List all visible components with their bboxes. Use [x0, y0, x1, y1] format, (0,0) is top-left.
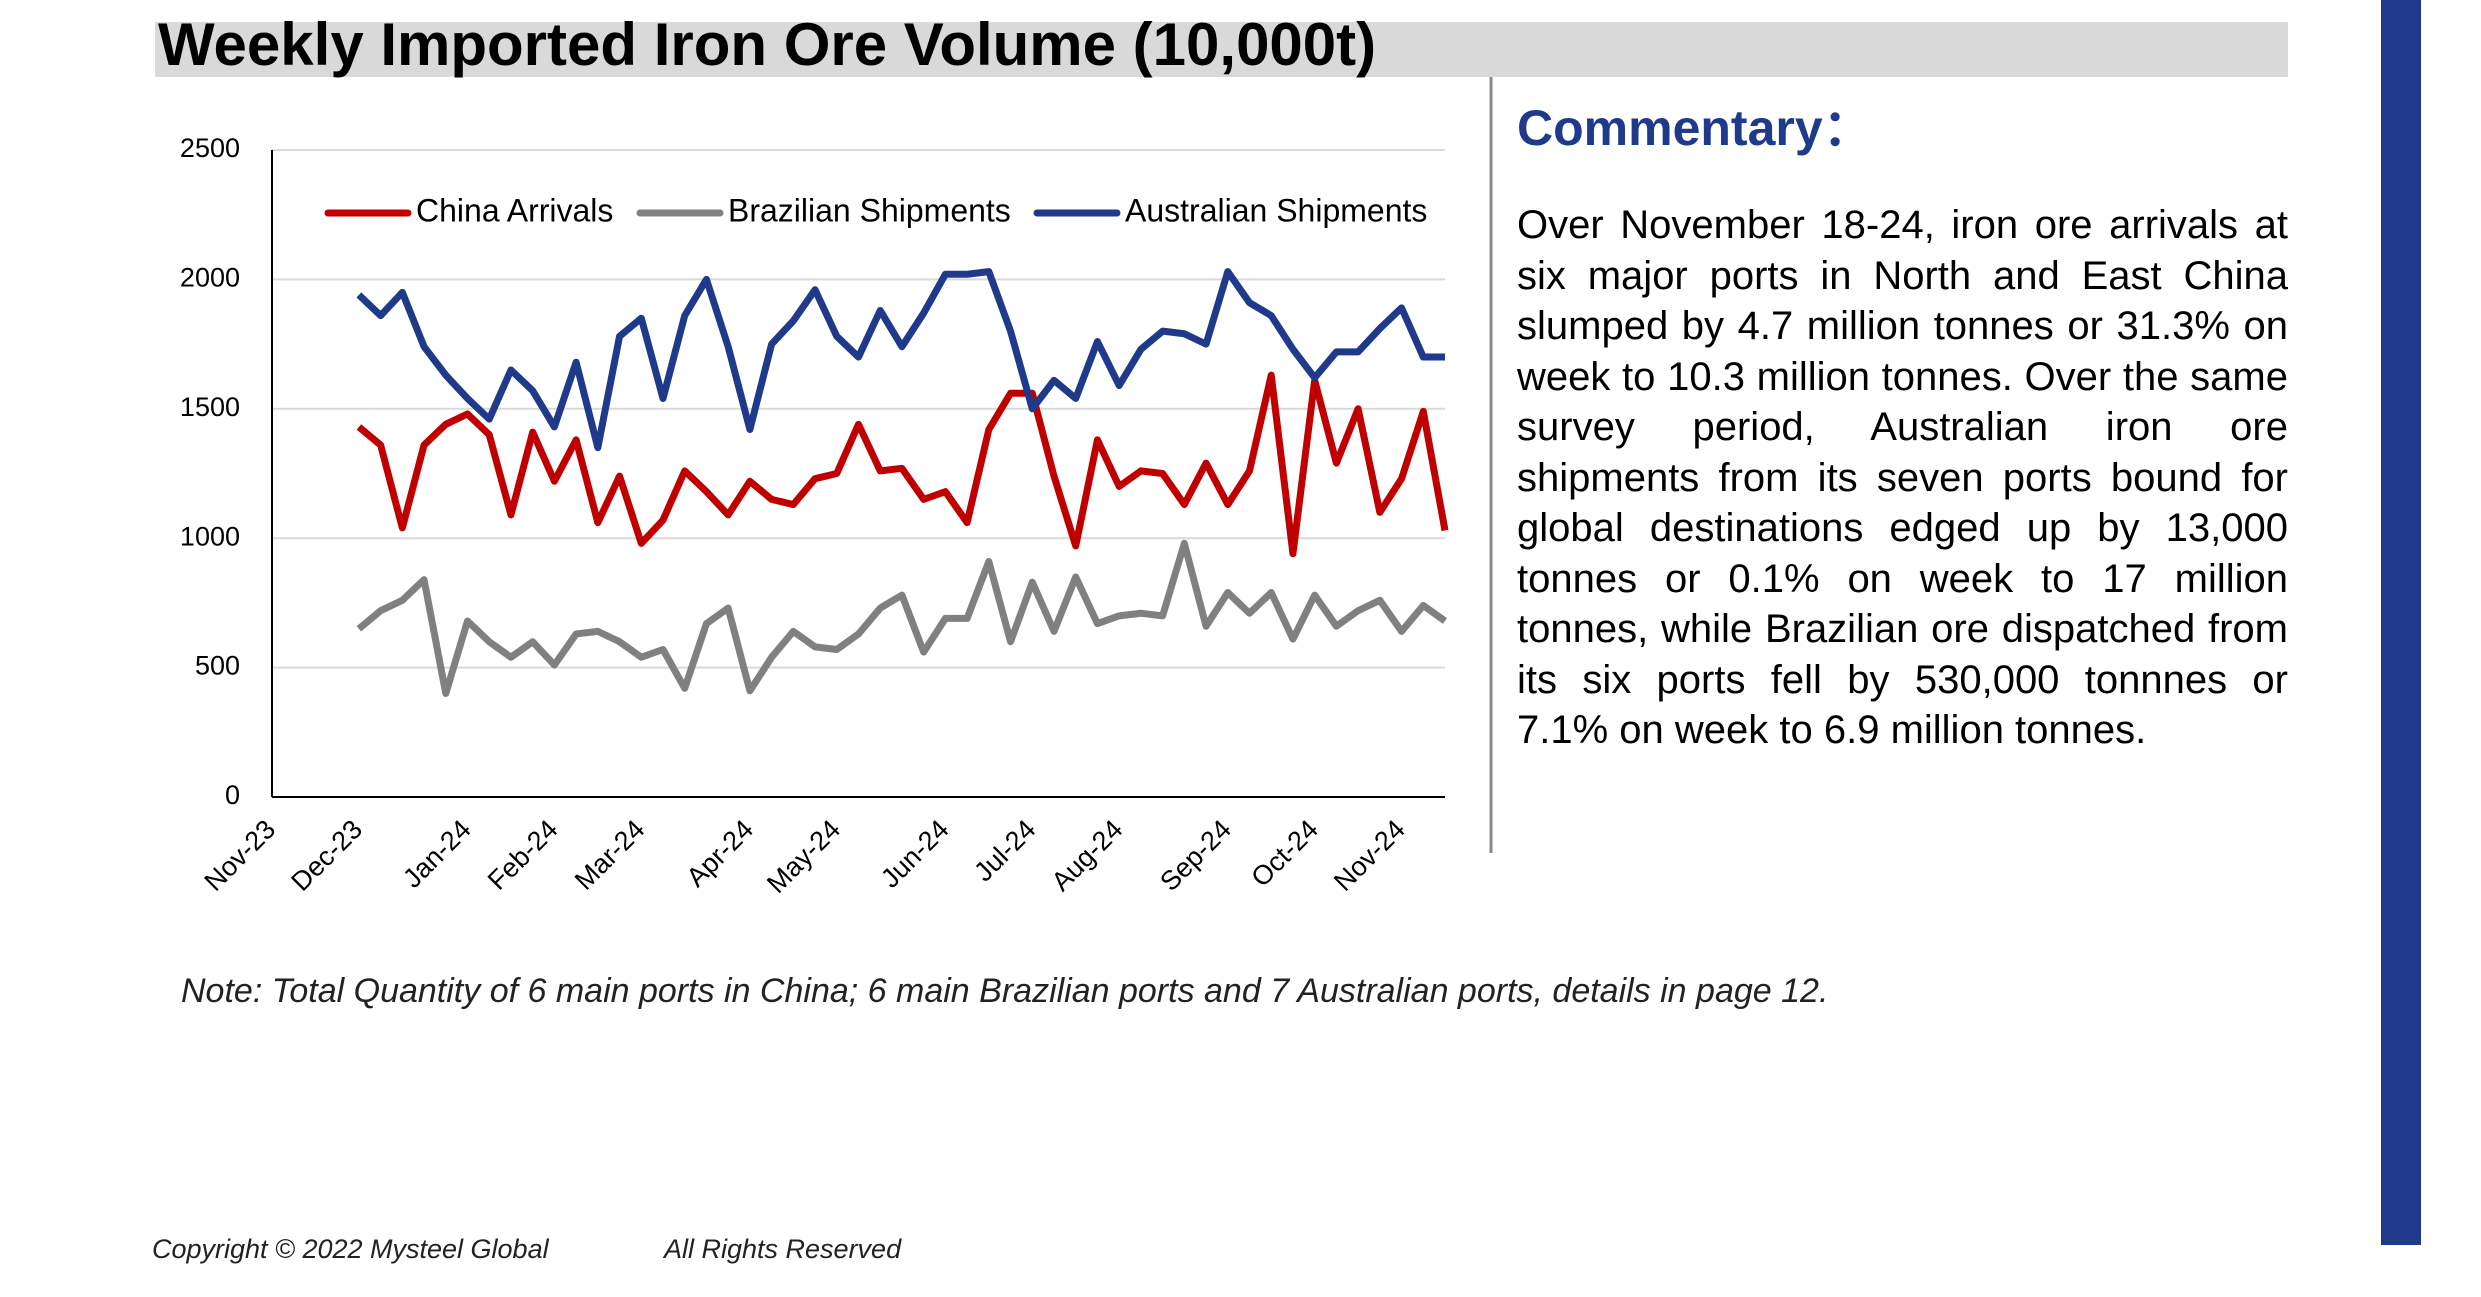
- commentary-title: Commentary：: [1517, 100, 1873, 156]
- series-line: [356, 539, 1448, 697]
- x-tick-label: Nov-24: [1328, 814, 1411, 897]
- x-tick-label: Aug-24: [1046, 814, 1129, 897]
- x-tick-label: Sep-24: [1154, 814, 1237, 897]
- x-tick-label: Jun-24: [875, 814, 955, 894]
- x-tick-label: May-24: [761, 814, 846, 899]
- x-tick-label: Feb-24: [482, 814, 564, 896]
- y-tick-label: 1500: [180, 392, 240, 422]
- commentary-text: Over November 18-24, iron ore arrivals a…: [1517, 203, 2288, 752]
- x-tick-label: Apr-24: [681, 814, 760, 893]
- chart-title: Weekly Imported Iron Ore Volume (10,000t…: [158, 11, 1376, 78]
- series-line: [356, 268, 1445, 452]
- y-tick-label: 2000: [180, 263, 240, 293]
- x-tick-label: Nov-23: [199, 814, 282, 897]
- legend-label: Brazilian Shipments: [728, 192, 1011, 228]
- rights: All Rights Reserved: [664, 1234, 902, 1264]
- y-tick-label: 1000: [180, 521, 240, 551]
- legend-label: China Arrivals: [416, 192, 613, 228]
- copyright: Copyright © 2022 Mysteel Global: [152, 1234, 549, 1264]
- x-tick-label: Jan-24: [397, 814, 477, 894]
- x-tick-label: Oct-24: [1245, 814, 1324, 893]
- x-tick-label: Jul-24: [968, 814, 1041, 887]
- note: Note: Total Quantity of 6 main ports in …: [181, 972, 1829, 1010]
- y-tick-label: 2500: [180, 133, 240, 163]
- title-bar: [155, 22, 2288, 77]
- y-tick-label: 0: [225, 780, 240, 810]
- legend-label: Australian Shipments: [1125, 192, 1427, 228]
- x-tick-label: Dec-23: [285, 814, 368, 897]
- y-tick-label: 500: [195, 651, 240, 681]
- side-bar: [2381, 0, 2421, 1245]
- series-line: [356, 371, 1449, 558]
- x-tick-label: Mar-24: [569, 814, 651, 896]
